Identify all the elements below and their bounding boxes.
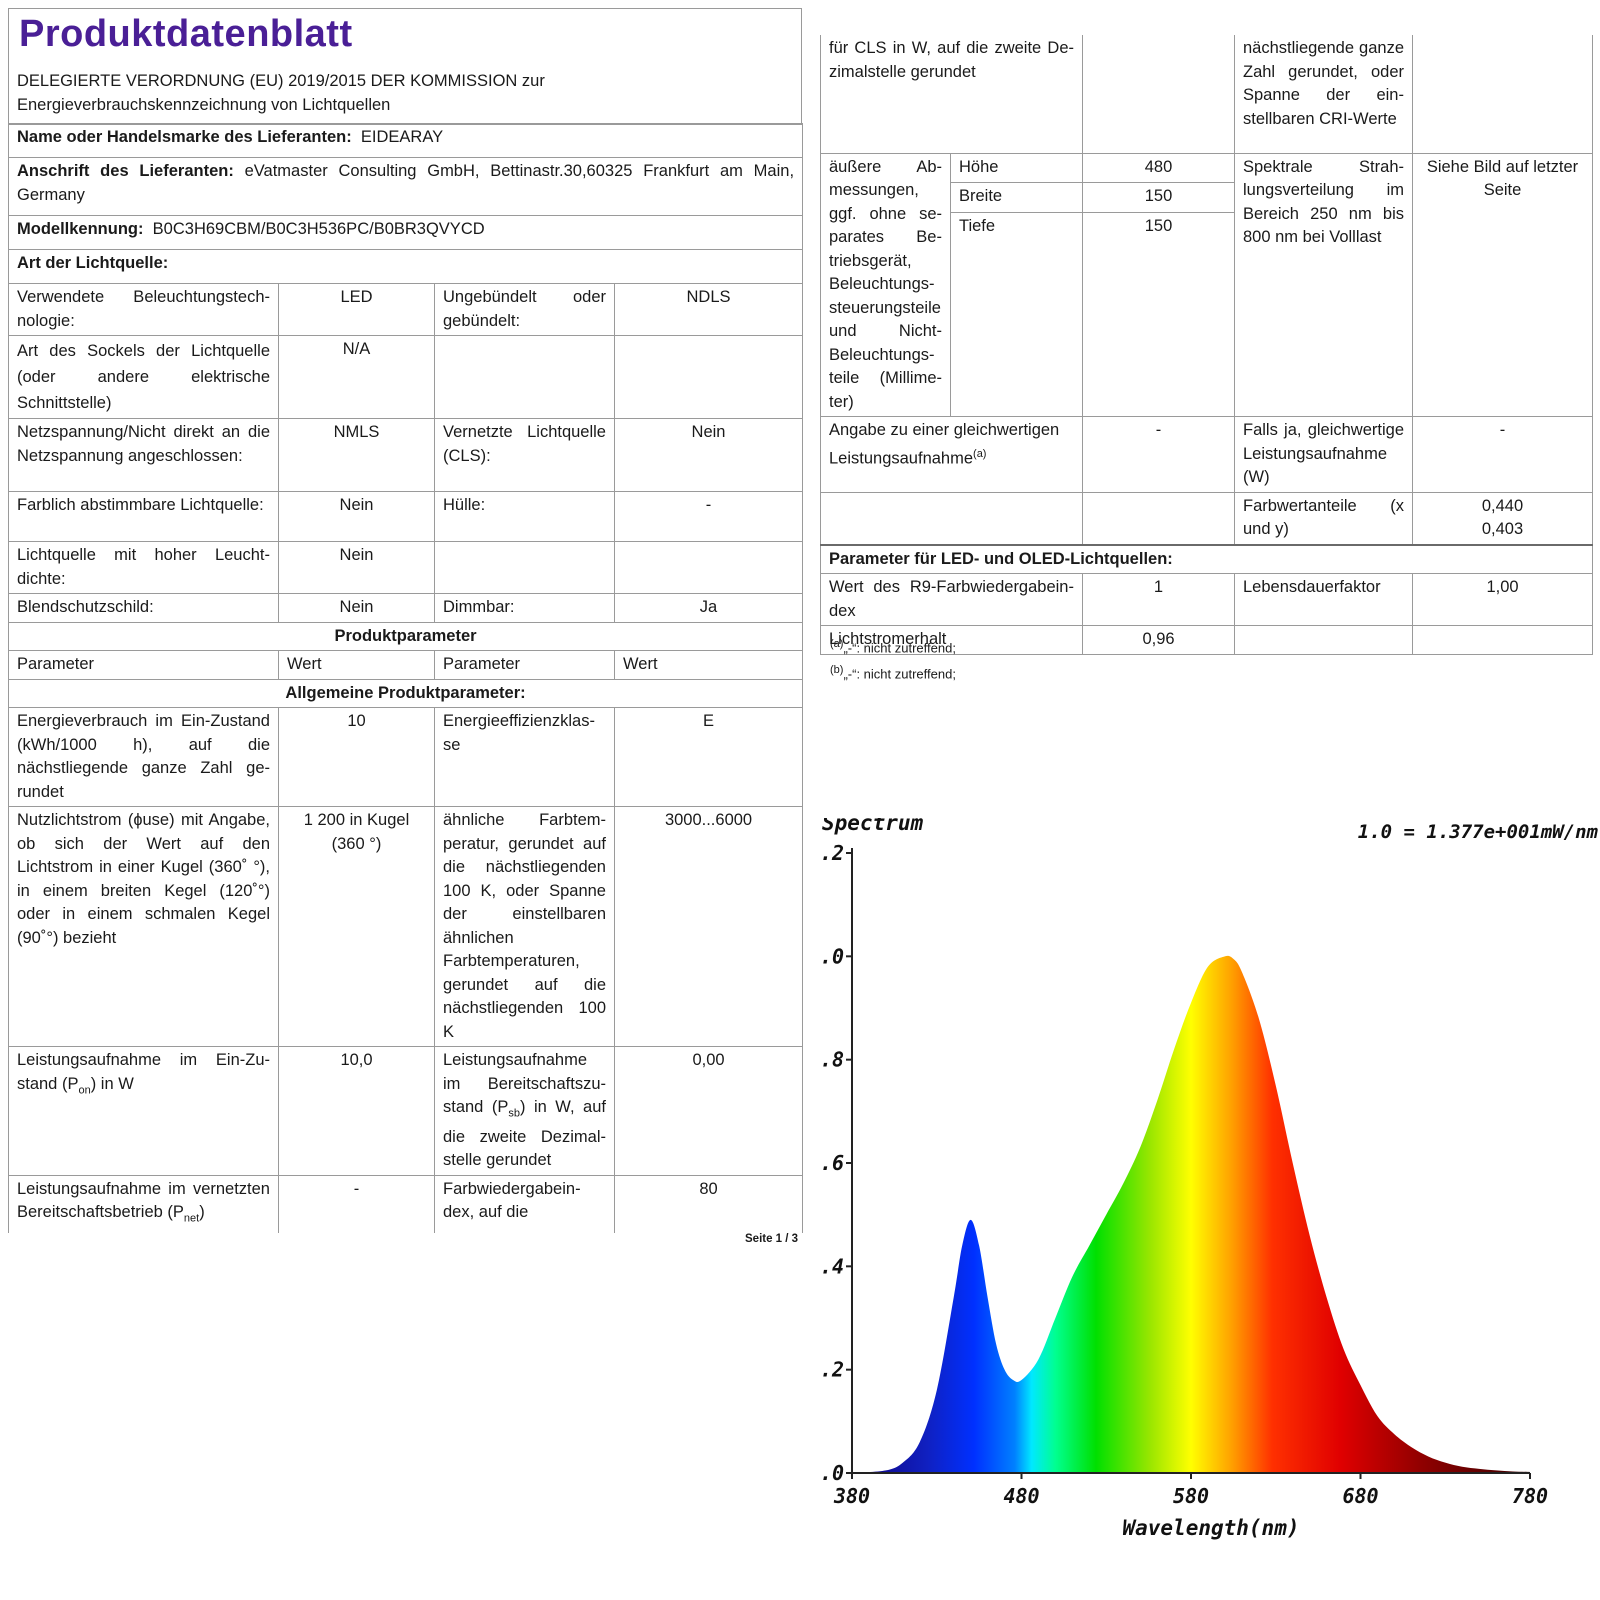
x-axis-label: Wavelength(nm) (1122, 1516, 1299, 1540)
product-params-heading: Produktparameter (7, 621, 804, 651)
chart-title: Spectrum (822, 818, 924, 835)
model-id-row: Modellkennung: B0C3H69CBM/B0C3H536PC/B0B… (7, 215, 804, 250)
column-header-row: Parameter Wert Parameter Wert (8, 650, 804, 680)
table-row: Nutzlichtstrom (ɸuse) mit An­gabe, ob si… (8, 806, 804, 1047)
footnote-b: (b)„-“: nicht zutreffend; (830, 664, 956, 682)
datasheet-page: Produktdatenblatt DELEGIERTE VERORDNUNG … (7, 8, 804, 1245)
continuation-table: für CLS in W, auf die zweite De­zimalste… (820, 35, 1593, 655)
y-tick-label: 0.8 (820, 1048, 844, 1072)
x-tick-label: 780 (1512, 1484, 1548, 1508)
page-title: Produktdatenblatt (19, 13, 353, 55)
table-row: Verwendete Beleuchtungstech­nologie: LED… (8, 283, 804, 336)
chart-annotation: 1.0 = 1.377e+001mW/nm (1358, 821, 1599, 843)
table-row: für CLS in W, auf die zweite De­zimalste… (820, 35, 1593, 154)
led-params-heading: Parameter für LED- und OLED-Lichtquellen… (820, 543, 1593, 574)
x-tick-label: 380 (833, 1484, 870, 1508)
y-tick-label: 0.2 (820, 1358, 844, 1382)
regulation-subtitle: DELEGIERTE VERORDNUNG (EU) 2019/2015 DER… (17, 72, 545, 114)
y-tick-label: 1.2 (820, 841, 844, 865)
y-tick-label: 0.6 (820, 1151, 844, 1175)
title-box: Produktdatenblatt DELEGIERTE VERORDNUNG … (8, 8, 802, 125)
table-row: Farbwertanteile (x und y) 0,440 0,403 (820, 491, 1593, 545)
table-row: Art des Sockels der Lichtquelle (oder an… (8, 335, 804, 419)
table-row: Tiefe 150 (821, 211, 1593, 418)
spectrum-area (852, 955, 1530, 1473)
x-tick-label: 480 (1003, 1484, 1039, 1508)
table-row: äußere Ab­messungen, ggf. ohne se­parate… (820, 152, 1593, 417)
table-row: Wert des R9-Farbwiedergabein­dex 1 Leben… (820, 573, 1593, 626)
page-number: Seite 1 / 3 (745, 1233, 799, 1245)
footnote-a: (a)„-“: nicht zutreffend; (830, 638, 956, 656)
table-row: Leistungsaufnahme im Ein-Zu­stand (Pon) … (8, 1046, 804, 1176)
table-row: Angabe zu einer gleichwertigen Leistungs… (820, 416, 1593, 493)
general-params-heading: Allgemeine Produktparameter: (7, 678, 804, 708)
table-row: Netzspannung/Nicht direkt an die Netzspa… (8, 418, 804, 492)
table-row: Lichtstromerhalt 0,96 (820, 625, 1593, 655)
table-row: Energieverbrauch im Ein-Zu­stand (kWh/10… (8, 707, 804, 807)
spectrum-chart: 380 480 580 680 780 0.0 0.2 0.4 0.6 0.8 1.0 1.2 Spec… (820, 818, 1599, 1540)
table-row: Farblich abstimmbare Licht­quelle: Nein … (8, 491, 804, 542)
y-tick-label: 1.0 (820, 944, 844, 968)
table-row: Lichtquelle mit hoher Leucht­dichte: Nei… (8, 541, 804, 594)
x-tick-label: 680 (1342, 1484, 1378, 1508)
table-row: Blendschutzschild: Nein Dimmbar: Ja (8, 593, 804, 623)
product-table: Name oder Handelsmarke des Lieferanten: … (7, 123, 804, 1234)
light-source-type-heading: Art der Lichtquelle: (7, 249, 804, 284)
table-row: Breite 150 (821, 182, 1593, 213)
table-row: Leistungsaufnahme im vernetz­ten Bereits… (8, 1174, 804, 1234)
y-tick-label: 0.4 (820, 1254, 844, 1278)
y-tick-label: 0.0 (820, 1461, 844, 1485)
supplier-address-row: Anschrift des Lieferanten: eVatmaster Co… (7, 157, 804, 216)
x-tick-label: 580 (1173, 1484, 1209, 1508)
supplier-name-row: Name oder Handelsmarke des Lieferanten: … (7, 123, 804, 158)
datasheet-page-continued: für CLS in W, auf die zweite De­zimalste… (820, 0, 1600, 1600)
